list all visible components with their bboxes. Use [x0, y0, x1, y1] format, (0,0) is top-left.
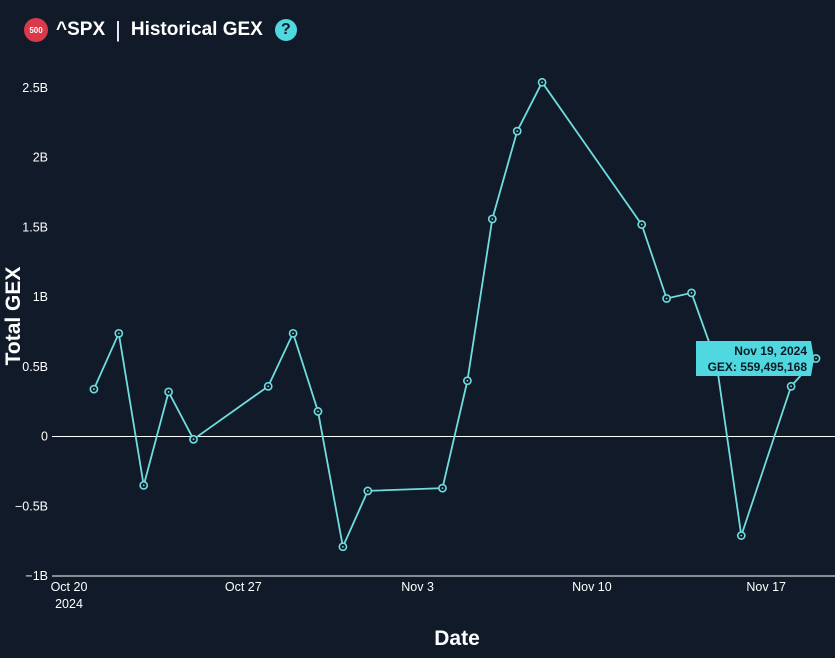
- data-point-center: [690, 291, 693, 294]
- y-tick-label: 0: [41, 430, 48, 444]
- y-tick-label: 0.5B: [22, 360, 48, 374]
- data-point-center: [317, 410, 319, 413]
- gex-series-markers: [89, 77, 821, 552]
- data-point-center: [292, 332, 294, 335]
- data-point-center: [267, 385, 270, 388]
- tooltip-box: [696, 341, 814, 376]
- data-point-center: [516, 130, 519, 133]
- data-point-center: [192, 438, 195, 441]
- data-point-center: [815, 357, 817, 360]
- data-point-center: [117, 332, 120, 335]
- ticker-symbol: ^SPX: [56, 19, 106, 40]
- data-point-center: [541, 81, 543, 84]
- x-tick-label: Nov 3: [401, 580, 434, 594]
- x-tick-label: Oct 27: [225, 580, 262, 594]
- title-separator: |: [115, 17, 121, 42]
- y-axis-title: Total GEX: [2, 267, 25, 366]
- help-icon[interactable]: ?: [274, 19, 297, 41]
- hover-tooltip: Nov 19, 2024 GEX: 559,495,168: [696, 341, 814, 376]
- data-point-center: [342, 545, 344, 548]
- tooltip-date: Nov 19, 2024: [734, 344, 807, 358]
- y-tick-label: 2.5B: [22, 81, 48, 95]
- y-tick-label: 2B: [33, 151, 48, 165]
- sp500-badge-icon: 500: [24, 18, 48, 42]
- y-tick-label: −1B: [25, 569, 48, 583]
- x-tick-label: Oct 20: [51, 580, 88, 594]
- y-tick-label: 1B: [33, 290, 48, 304]
- tooltip-value: GEX: 559,495,168: [708, 360, 808, 374]
- data-point-center: [167, 391, 170, 393]
- data-point-center: [441, 487, 444, 490]
- gex-series-line: [93, 80, 817, 550]
- chart-title: Historical GEX: [130, 19, 263, 40]
- x-tick-label: Nov 10: [572, 580, 612, 594]
- x-axis: Oct 20 2024 Oct 27 Nov 3 Nov 10 Nov 17: [51, 575, 835, 611]
- data-point-center: [740, 534, 743, 537]
- x-tick-sublabel: 2024: [55, 597, 83, 611]
- data-point-center: [665, 297, 668, 300]
- chart-header: 500 ^SPX | Historical GEX ?: [24, 14, 297, 46]
- data-point-center: [366, 490, 369, 492]
- y-axis: 2.5B 2B 1.5B 1B 0.5B 0 −0.5B −1B: [15, 81, 48, 583]
- data-point-center: [790, 385, 792, 388]
- x-axis-title: Date: [434, 627, 480, 650]
- y-tick-label: −0.5B: [15, 499, 48, 513]
- x-tick-label: Nov 17: [746, 580, 786, 594]
- y-tick-label: 1.5B: [22, 220, 48, 234]
- data-point-center: [640, 223, 643, 226]
- data-point-center: [142, 484, 145, 487]
- data-point-center: [466, 379, 469, 382]
- data-point-center: [491, 218, 494, 220]
- data-point-center: [93, 388, 95, 391]
